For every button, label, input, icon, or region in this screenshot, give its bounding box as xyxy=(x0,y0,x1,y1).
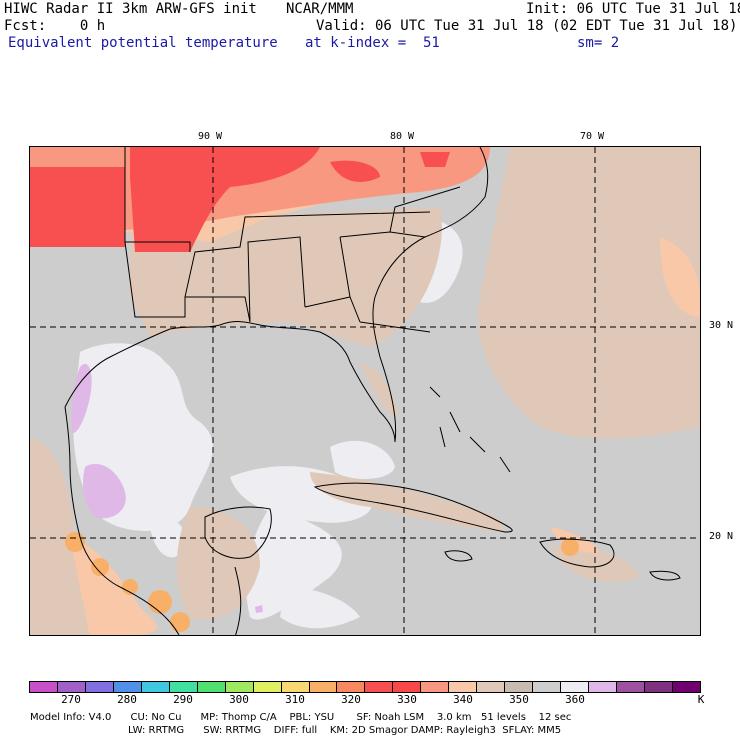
k-index-label: at k-index = 51 xyxy=(305,35,440,51)
colorbar-swatch xyxy=(253,682,282,692)
colorbar-swatch xyxy=(225,682,254,692)
colorbar-swatch xyxy=(561,682,590,692)
cold-theta-e-patches xyxy=(71,363,263,613)
colorbar xyxy=(29,681,701,693)
colorbar-tick-label: 300 xyxy=(229,693,249,706)
colorbar-swatch xyxy=(309,682,338,692)
colorbar-swatch xyxy=(672,682,700,692)
colorbar-swatch xyxy=(57,682,86,692)
colorbar-swatch xyxy=(141,682,170,692)
init-time: Init: 06 UTC Tue 31 Jul 18 xyxy=(526,1,740,17)
colorbar-swatch xyxy=(617,682,645,692)
smoothing-label: sm= 2 xyxy=(577,35,620,51)
colorbar-swatch xyxy=(477,682,506,692)
field-name: Equivalent potential temperature xyxy=(8,35,278,51)
colorbar-tick-label: 310 xyxy=(285,693,305,706)
colorbar-tick-label: 270 xyxy=(61,693,81,706)
colorbar-swatch xyxy=(30,682,58,692)
colorbar-swatch xyxy=(365,682,394,692)
moderate-theta-e-areas xyxy=(30,147,700,635)
very-high-theta-e-areas xyxy=(30,147,450,252)
model-info-line2: LW: RRTMG SW: RRTMG DIFF: full KM: 2D Sm… xyxy=(128,725,562,736)
colorbar-swatch xyxy=(589,682,618,692)
colorbar-swatch xyxy=(85,682,114,692)
colorbar-tick-label: 360 xyxy=(565,693,585,706)
lat-lon-grid xyxy=(30,147,700,635)
colorbar-swatch xyxy=(449,682,478,692)
colorbar-swatch xyxy=(533,682,562,692)
colorbar-swatch xyxy=(113,682,142,692)
valid-time: Valid: 06 UTC Tue 31 Jul 18 (02 EDT Tue … xyxy=(316,18,738,34)
colorbar-swatch xyxy=(644,682,673,692)
colorbar-swatch xyxy=(421,682,450,692)
lat-label-30n: 30 N xyxy=(709,320,734,331)
colorbar-unit: K xyxy=(697,693,705,706)
lat-label-20n: 20 N xyxy=(709,531,734,542)
lon-label-80w: 80 W xyxy=(390,131,415,142)
colorbar-tick-label: 280 xyxy=(117,693,137,706)
colorbar-tick-label: 320 xyxy=(341,693,361,706)
forecast-hour: Fcst: 0 h xyxy=(4,18,106,34)
colorbar-swatch xyxy=(337,682,366,692)
colorbar-swatch xyxy=(169,682,198,692)
colorbar-tick-label: 340 xyxy=(453,693,473,706)
model-info-line1: Model Info: V4.0 CU: No Cu MP: Thomp C/A… xyxy=(30,712,572,723)
organization-label: NCAR/MMM xyxy=(286,1,354,17)
colorbar-swatch xyxy=(393,682,422,692)
colorbar-swatch xyxy=(281,682,310,692)
colorbar-swatch xyxy=(197,682,226,692)
model-title: HIWC Radar II 3km ARW-GFS init xyxy=(4,1,257,17)
colorbar-tick-label: 330 xyxy=(397,693,417,706)
lon-label-90w: 90 W xyxy=(198,131,223,142)
central-america-warm-spots xyxy=(65,532,579,632)
colorbar-tick-label: 290 xyxy=(173,693,193,706)
map-panel xyxy=(29,146,701,636)
theta-e-field-map xyxy=(30,147,700,635)
lon-label-70w: 70 W xyxy=(580,131,605,142)
coastlines-and-borders xyxy=(64,147,681,635)
colorbar-tick-label: 350 xyxy=(509,693,529,706)
colorbar-swatch xyxy=(505,682,534,692)
